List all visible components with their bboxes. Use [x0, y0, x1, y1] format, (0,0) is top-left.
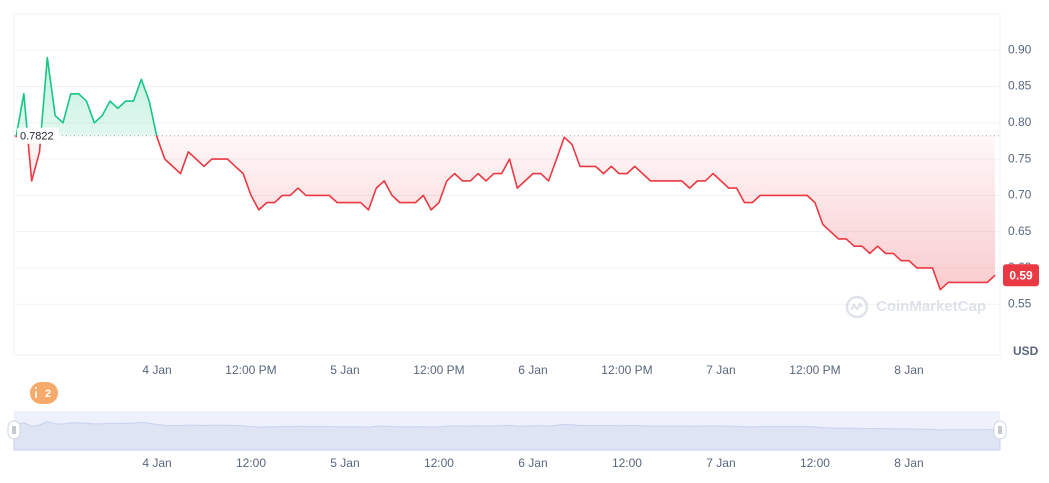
y-tick-label: 0.70 [1008, 188, 1032, 202]
watermark-text: CoinMarketCap [876, 298, 986, 315]
y-tick-label: 0.65 [1008, 224, 1032, 238]
navigator-tick-label: 8 Jan [894, 456, 923, 470]
navigator-tick-label: 5 Jan [330, 456, 359, 470]
navigator-tick-label: 6 Jan [518, 456, 547, 470]
x-tick-label: 12:00 PM [225, 363, 276, 377]
baseline-label-box [17, 127, 59, 144]
annotation-info-icon[interactable] [30, 385, 46, 401]
watermark-logo-mark [850, 302, 863, 311]
x-tick-label: 8 Jan [894, 363, 923, 377]
annotation-info-dot [35, 387, 37, 389]
y-axis-label: USD [1013, 344, 1039, 358]
navigator-tick-label: 12:00 [612, 456, 642, 470]
y-tick-label: 0.80 [1008, 115, 1032, 129]
x-tick-label: 12:00 PM [413, 363, 464, 377]
y-tick-label: 0.75 [1008, 151, 1032, 165]
navigator-tick-label: 12:00 [424, 456, 454, 470]
navigator-tick-label: 7 Jan [706, 456, 735, 470]
x-tick-label: 12:00 PM [601, 363, 652, 377]
navigator-tick-label: 12:00 [236, 456, 266, 470]
y-tick-label: 0.90 [1008, 42, 1032, 56]
data: 0.7822 [14, 56, 1000, 291]
annotation-count[interactable]: 2 [45, 388, 51, 400]
baseline-label: 0.7822 [20, 131, 54, 143]
x-tick-label: 5 Jan [330, 363, 359, 377]
y-tick-label: 0.85 [1008, 79, 1032, 93]
navigator-handle-body [7, 420, 21, 440]
price-line [15, 56, 996, 291]
current-price-badge [1003, 264, 1039, 287]
navigator-tick-label: 4 Jan [142, 456, 171, 470]
y-tick-label: 0.55 [1008, 296, 1032, 310]
watermark: CoinMarketCap [845, 295, 986, 319]
price-area [16, 57, 996, 290]
navigator-handle-body [993, 420, 1007, 440]
navigator-area [13, 421, 1001, 451]
x-tick-label: 6 Jan [518, 363, 547, 377]
x-tick-label: 4 Jan [142, 363, 171, 377]
navigator [13, 411, 1001, 451]
x-tick-label: 7 Jan [706, 363, 735, 377]
x-tick-label: 12:00 PM [789, 363, 840, 377]
navigator-handle[interactable] [993, 420, 1007, 440]
annotation-badge[interactable]: 2 [30, 382, 58, 404]
current-price-label: 0.59 [1009, 268, 1033, 282]
watermark-logo [845, 295, 869, 319]
navigator-tick-label: 12:00 [800, 456, 830, 470]
navigator-handle[interactable] [7, 420, 21, 440]
